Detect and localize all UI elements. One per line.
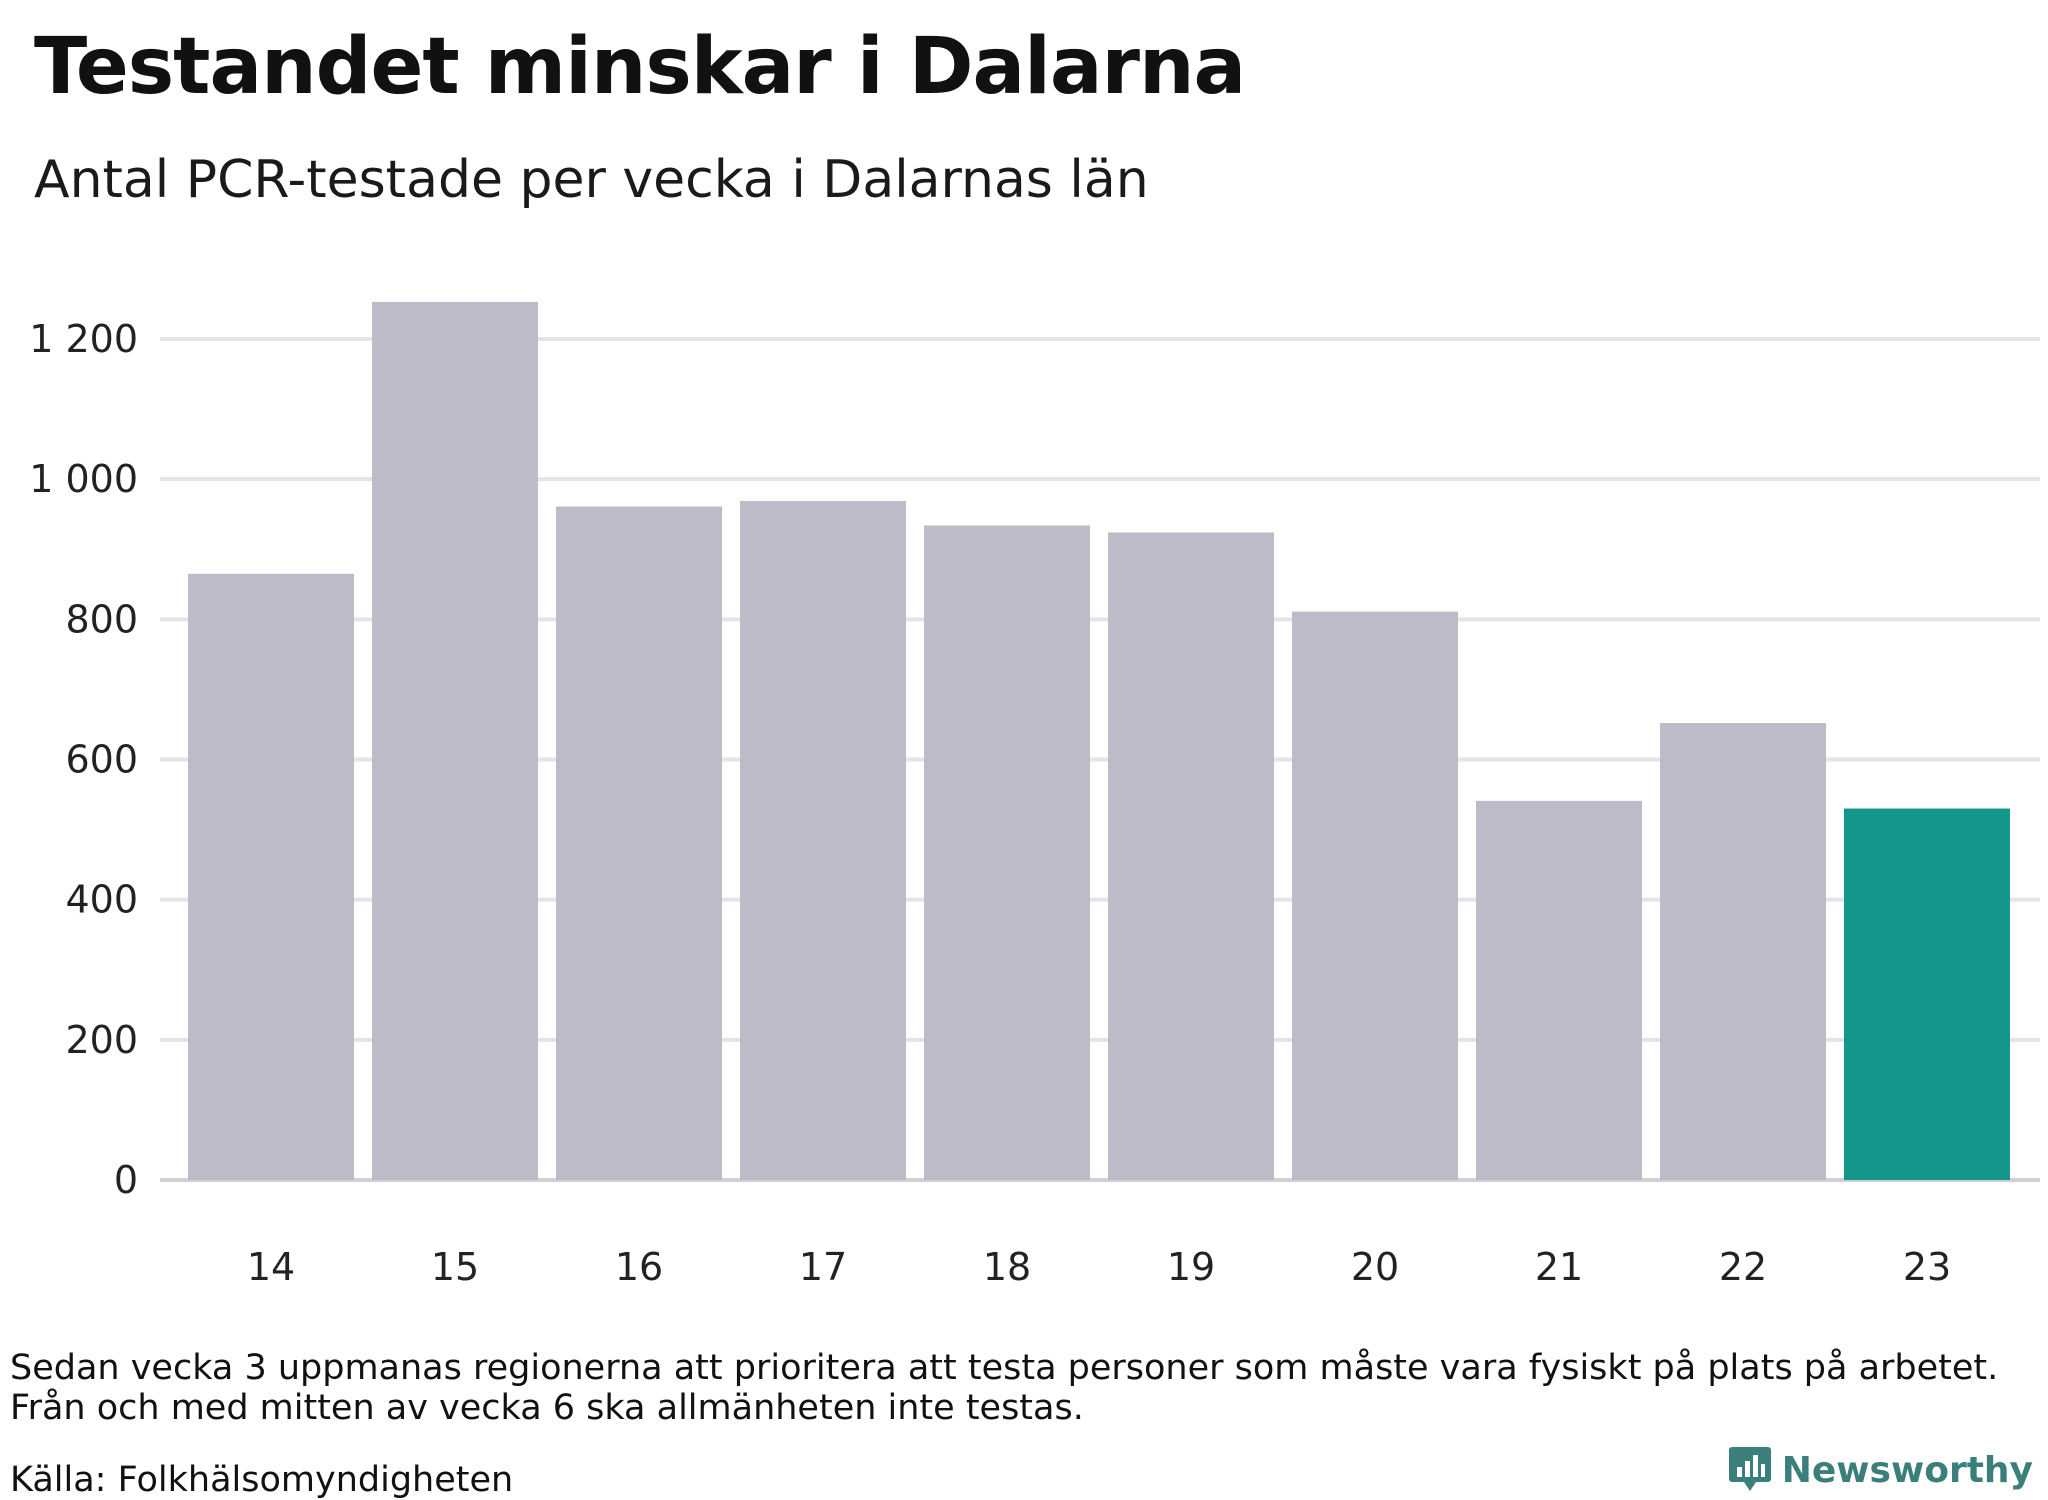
bar-week-18 bbox=[924, 525, 1090, 1180]
brand-logo: Newsworthy bbox=[1728, 1445, 2033, 1495]
x-tick-label: 14 bbox=[247, 1245, 295, 1289]
x-tick-label: 22 bbox=[1719, 1245, 1767, 1289]
x-tick-label: 15 bbox=[431, 1245, 479, 1289]
brand-name: Newsworthy bbox=[1781, 1449, 2033, 1491]
x-tick-label: 20 bbox=[1351, 1245, 1399, 1289]
x-tick-label: 16 bbox=[615, 1245, 663, 1289]
y-axis-ticks: 0 200 400 600 800 1 000 1 200 bbox=[29, 317, 138, 1202]
x-tick-label: 19 bbox=[1167, 1245, 1215, 1289]
bar-chart: 0 200 400 600 800 1 000 1 200 14 15 16 17 18 19 20 21… bbox=[29, 301, 2040, 1289]
bar-week-23 bbox=[1844, 808, 2010, 1180]
x-axis-ticks: 14 15 16 17 18 19 20 21 22 23 bbox=[247, 1245, 1951, 1289]
bar-week-22 bbox=[1660, 723, 1826, 1180]
bar-week-17 bbox=[740, 500, 906, 1181]
bar-week-20 bbox=[1292, 611, 1458, 1180]
bar-chart-icon bbox=[1728, 1447, 1771, 1491]
x-tick-label: 18 bbox=[983, 1245, 1031, 1289]
x-tick-label: 17 bbox=[799, 1245, 847, 1289]
y-tick-label: 200 bbox=[65, 1018, 138, 1062]
x-tick-label: 21 bbox=[1535, 1245, 1583, 1289]
y-tick-label: 0 bbox=[114, 1158, 138, 1202]
bar-week-21 bbox=[1476, 800, 1642, 1180]
bar-week-15 bbox=[372, 301, 538, 1180]
bar-week-16 bbox=[556, 506, 722, 1181]
y-tick-label: 800 bbox=[65, 597, 138, 641]
y-tick-label: 600 bbox=[65, 738, 138, 782]
bar-week-14 bbox=[188, 573, 354, 1180]
chart-subtitle: Antal PCR-testade per vecka i Dalarnas l… bbox=[34, 150, 1149, 210]
bar-week-19 bbox=[1108, 532, 1274, 1180]
chart-title: Testandet minskar i Dalarna bbox=[34, 22, 1246, 112]
y-tick-label: 1 200 bbox=[29, 317, 138, 361]
y-tick-label: 1 000 bbox=[29, 457, 138, 501]
footnote-line-1: Sedan vecka 3 uppmanas regionerna att pr… bbox=[10, 1348, 1999, 1388]
bars bbox=[188, 301, 2010, 1181]
source-label: Källa: Folkhälsomyndigheten bbox=[10, 1460, 514, 1500]
y-tick-label: 400 bbox=[65, 878, 138, 922]
footnote-line-2: Från och med mitten av vecka 6 ska allmä… bbox=[10, 1388, 1084, 1428]
x-tick-label: 23 bbox=[1903, 1245, 1951, 1289]
